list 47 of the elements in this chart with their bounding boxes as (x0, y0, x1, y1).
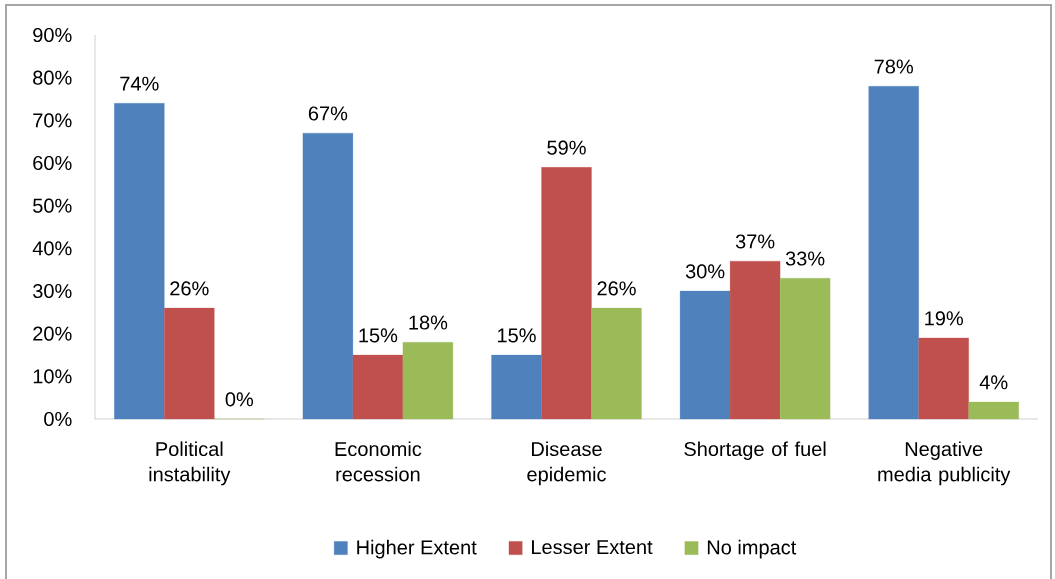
y-tick-label: 30% (33, 283, 72, 299)
bar (779, 278, 831, 420)
data-label: 4% (979, 375, 1008, 390)
bar (729, 261, 781, 420)
legend-label: No impact (707, 539, 797, 559)
data-label: 37% (735, 234, 775, 249)
y-tick-label: 20% (33, 326, 72, 341)
y-tick-label: 80% (33, 70, 72, 85)
legend-label: Higher Extent (357, 539, 477, 559)
x-tick-label: Negative media publicity (878, 441, 1011, 486)
bar (402, 342, 454, 420)
y-tick-label: 70% (33, 113, 72, 128)
bar (164, 307, 215, 420)
data-label: 26% (170, 281, 209, 296)
y-tick-label: 60% (33, 155, 72, 171)
data-label: 26% (597, 281, 636, 296)
bar (591, 307, 642, 420)
data-label: 59% (547, 140, 586, 155)
y-tick-label: 40% (32, 241, 72, 256)
bar (114, 103, 165, 420)
data-label: 0% (225, 392, 254, 407)
data-label: 78% (874, 59, 913, 74)
bar (541, 167, 592, 420)
bar (679, 290, 731, 420)
x-tick-label: Economic recession (335, 441, 422, 482)
x-tick-label: Shortage of fuel (684, 441, 826, 461)
data-label: 15% (498, 328, 536, 343)
legend-label: Lesser Extent (532, 540, 653, 555)
x-tick-label: Disease epidemic (527, 441, 606, 486)
y-tick-label: 0% (44, 411, 72, 427)
bar (302, 133, 354, 420)
data-label: 74% (120, 76, 159, 91)
y-tick-label: 10% (33, 369, 72, 384)
x-tick-label: Political instability (149, 441, 231, 486)
y-tick-label: 50% (33, 198, 72, 213)
data-label: 19% (925, 311, 963, 326)
data-label: 33% (785, 251, 825, 266)
bar (352, 354, 404, 420)
bar (491, 354, 542, 420)
data-label: 18% (409, 315, 448, 330)
bar (968, 401, 1019, 420)
data-label: 67% (308, 106, 348, 121)
bar (918, 337, 969, 420)
bar (868, 86, 919, 420)
data-label: 30% (685, 264, 725, 279)
y-tick-label: 90% (33, 27, 72, 43)
data-label: 15% (359, 328, 398, 343)
